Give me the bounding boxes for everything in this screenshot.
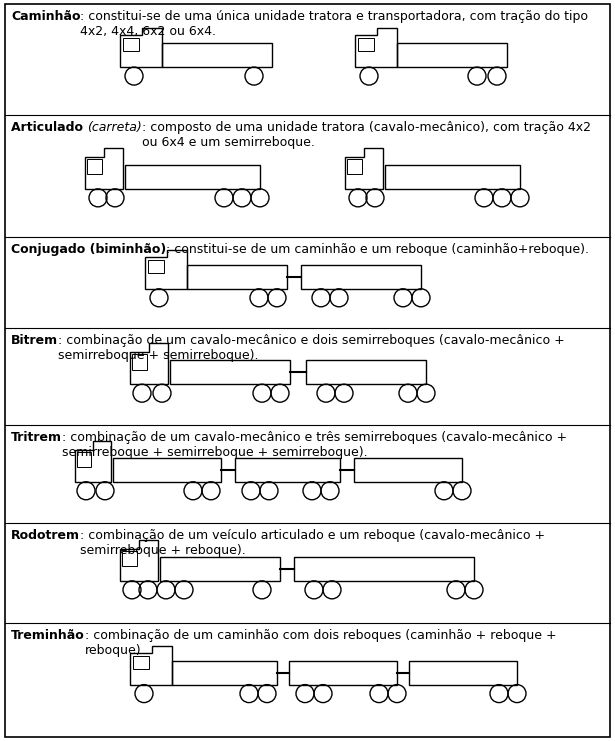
Bar <box>125 165 260 189</box>
Text: Caminhão: Caminhão <box>11 10 81 23</box>
Bar <box>306 360 426 384</box>
Text: : constitui-se de um caminhão e um reboque (caminhão+reboque).: : constitui-se de um caminhão e um reboq… <box>166 243 589 256</box>
Bar <box>294 556 474 581</box>
Bar <box>162 43 272 67</box>
Text: Conjugado (biminhão): Conjugado (biminhão) <box>11 243 166 256</box>
Text: Tritrem: Tritrem <box>11 431 62 445</box>
Text: Treminhão: Treminhão <box>11 629 85 642</box>
Bar <box>113 458 221 482</box>
Bar <box>160 556 280 581</box>
Text: Rodotrem: Rodotrem <box>11 529 80 542</box>
Bar <box>385 165 520 189</box>
Text: : composto de uma unidade tratora (cavalo-mecânico), com tração 4x2
ou 6x4 e um : : composto de uma unidade tratora (caval… <box>142 121 591 149</box>
Bar <box>172 660 277 685</box>
Bar <box>187 265 287 289</box>
Bar <box>354 458 462 482</box>
Text: : combinação de um cavalo-mecânico e três semirreboques (cavalo-mecânico +
semir: : combinação de um cavalo-mecânico e trê… <box>62 431 567 459</box>
Text: Bitrem: Bitrem <box>11 333 58 347</box>
Bar <box>301 265 421 289</box>
Bar <box>289 660 397 685</box>
Text: : combinação de um veículo articulado e um reboque (cavalo-mecânico +
semirreboq: : combinação de um veículo articulado e … <box>80 529 545 557</box>
Bar <box>397 43 507 67</box>
Text: : combinação de um caminhão com dois reboques (caminhão + reboque +
reboque).: : combinação de um caminhão com dois reb… <box>85 629 557 657</box>
Bar <box>409 660 517 685</box>
Text: : combinação de um cavalo-mecânico e dois semirreboques (cavalo-mecânico +
semir: : combinação de um cavalo-mecânico e doi… <box>58 333 565 362</box>
Text: : constitui-se de uma única unidade tratora e transportadora, com tração do tipo: : constitui-se de uma única unidade trat… <box>81 10 589 38</box>
Text: Articulado: Articulado <box>11 121 87 134</box>
Bar <box>235 458 340 482</box>
Text: (carreta): (carreta) <box>87 121 142 134</box>
Bar <box>170 360 290 384</box>
